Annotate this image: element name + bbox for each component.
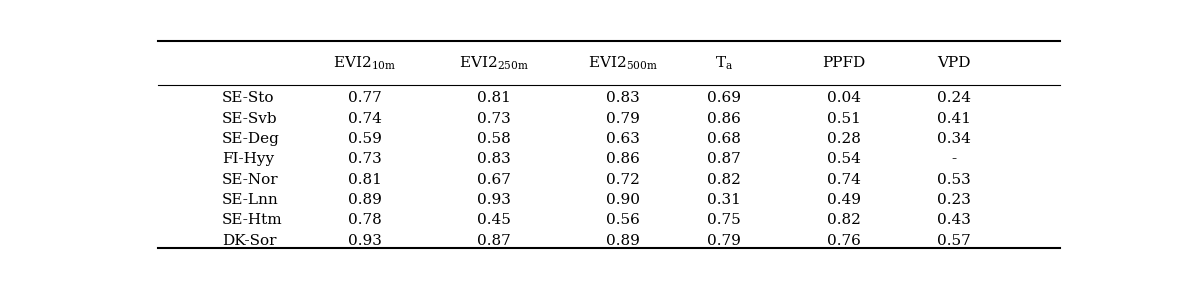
- Text: 0.23: 0.23: [937, 193, 971, 207]
- Text: FI-Hyy: FI-Hyy: [222, 152, 274, 166]
- Text: 0.63: 0.63: [606, 132, 639, 146]
- Text: 0.74: 0.74: [348, 112, 381, 126]
- Text: -: -: [952, 152, 956, 166]
- Text: 0.90: 0.90: [606, 193, 639, 207]
- Text: T$_{\mathregular{a}}$: T$_{\mathregular{a}}$: [715, 54, 733, 72]
- Text: 0.93: 0.93: [476, 193, 511, 207]
- Text: 0.82: 0.82: [827, 213, 860, 227]
- Text: 0.54: 0.54: [827, 152, 860, 166]
- Text: SE-Sto: SE-Sto: [222, 91, 274, 105]
- Text: 0.53: 0.53: [937, 173, 971, 187]
- Text: 0.41: 0.41: [937, 112, 971, 126]
- Text: 0.86: 0.86: [707, 112, 741, 126]
- Text: 0.87: 0.87: [707, 152, 741, 166]
- Text: 0.58: 0.58: [476, 132, 511, 146]
- Text: PPFD: PPFD: [822, 56, 865, 70]
- Text: SE-Nor: SE-Nor: [222, 173, 279, 187]
- Text: 0.67: 0.67: [476, 173, 511, 187]
- Text: 0.34: 0.34: [937, 132, 971, 146]
- Text: 0.73: 0.73: [476, 112, 511, 126]
- Text: 0.43: 0.43: [937, 213, 971, 227]
- Text: 0.89: 0.89: [348, 193, 381, 207]
- Text: 0.78: 0.78: [348, 213, 381, 227]
- Text: 0.73: 0.73: [348, 152, 381, 166]
- Text: 0.24: 0.24: [937, 91, 971, 105]
- Text: 0.49: 0.49: [827, 193, 860, 207]
- Text: 0.77: 0.77: [348, 91, 381, 105]
- Text: 0.51: 0.51: [827, 112, 860, 126]
- Text: 0.87: 0.87: [476, 234, 511, 248]
- Text: 0.82: 0.82: [707, 173, 741, 187]
- Text: 0.79: 0.79: [606, 112, 639, 126]
- Text: 0.57: 0.57: [937, 234, 971, 248]
- Text: 0.76: 0.76: [827, 234, 860, 248]
- Text: 0.74: 0.74: [827, 173, 860, 187]
- Text: 0.04: 0.04: [827, 91, 860, 105]
- Text: 0.86: 0.86: [606, 152, 639, 166]
- Text: 0.81: 0.81: [476, 91, 511, 105]
- Text: 0.81: 0.81: [348, 173, 381, 187]
- Text: 0.93: 0.93: [348, 234, 381, 248]
- Text: 0.89: 0.89: [606, 234, 639, 248]
- Text: 0.28: 0.28: [827, 132, 860, 146]
- Text: SE-Lnn: SE-Lnn: [222, 193, 279, 207]
- Text: EVI2$_{\mathregular{250m}}$: EVI2$_{\mathregular{250m}}$: [459, 54, 529, 72]
- Text: SE-Htm: SE-Htm: [222, 213, 283, 227]
- Text: 0.72: 0.72: [606, 173, 639, 187]
- Text: 0.31: 0.31: [707, 193, 741, 207]
- Text: EVI2$_{\mathregular{10m}}$: EVI2$_{\mathregular{10m}}$: [334, 54, 397, 72]
- Text: SE-Svb: SE-Svb: [222, 112, 278, 126]
- Text: 0.83: 0.83: [476, 152, 511, 166]
- Text: 0.79: 0.79: [707, 234, 741, 248]
- Text: 0.59: 0.59: [348, 132, 381, 146]
- Text: SE-Deg: SE-Deg: [222, 132, 280, 146]
- Text: VPD: VPD: [937, 56, 971, 70]
- Text: 0.83: 0.83: [606, 91, 639, 105]
- Text: DK-Sor: DK-Sor: [222, 234, 277, 248]
- Text: EVI2$_{\mathregular{500m}}$: EVI2$_{\mathregular{500m}}$: [588, 54, 658, 72]
- Text: 0.69: 0.69: [707, 91, 741, 105]
- Text: 0.45: 0.45: [476, 213, 511, 227]
- Text: 0.68: 0.68: [707, 132, 741, 146]
- Text: 0.56: 0.56: [606, 213, 639, 227]
- Text: 0.75: 0.75: [707, 213, 741, 227]
